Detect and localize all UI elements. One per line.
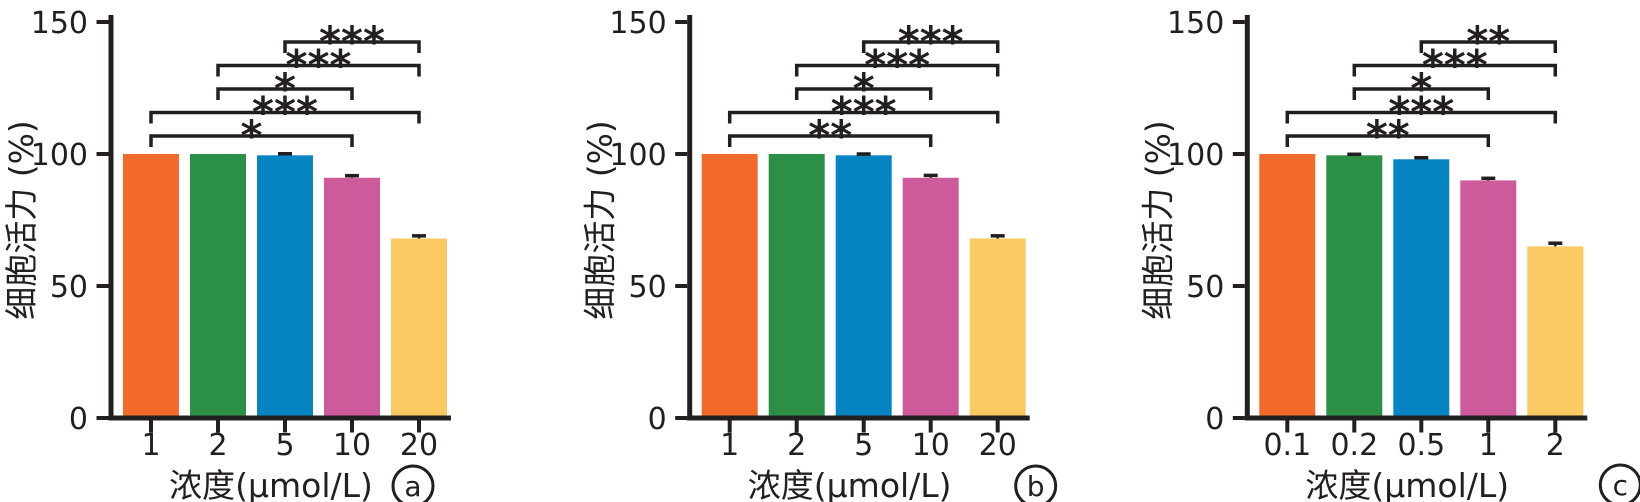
y-tick-label: 50 [1186,270,1224,305]
y-tick-label: 100 [609,138,666,173]
significance-bracket [861,40,1000,53]
panel-letter-circle [1598,463,1640,502]
significance-bracket [1352,63,1558,77]
significance-label: ** [1466,17,1510,66]
y-tick-label: 100 [1167,138,1224,173]
y-tick-label: 0 [1205,402,1224,437]
x-tick-label: 2 [787,428,806,463]
bar-1 [701,154,758,419]
panel-letter: b [1027,470,1045,502]
significance-bracket [727,134,933,147]
significance-bracket [1285,110,1558,124]
bar-1 [123,154,179,419]
panel-letter-circle [1014,464,1058,502]
significance-label: * [853,64,875,113]
bar-10 [324,177,380,419]
significance-bracket [794,87,933,100]
y-tick-label: 50 [629,270,667,305]
significance-label: *** [898,17,964,66]
x-tick-label: 10 [912,428,950,463]
bar-2 [190,154,246,419]
significance-bracket [1352,87,1491,100]
y-axis-title: 细胞活力 (%) [581,120,620,320]
panel-letter: a [404,470,421,502]
significance-label: * [274,64,296,113]
significance-bracket [283,40,421,53]
significance-label: *** [319,17,385,66]
bar-20 [969,238,1026,419]
significance-label: *** [286,41,352,90]
y-tick-label: 0 [648,402,667,437]
significance-bracket [216,87,354,100]
significance-bracket [794,63,1000,77]
significance-bracket [149,134,354,147]
x-axis-title: 浓度(μmol/L) [1305,466,1509,502]
significance-label: *** [1388,88,1454,137]
x-tick-label: 0.2 [1330,428,1378,463]
bar-0.5 [1393,159,1450,419]
panel-letter-circle [391,464,435,502]
bar-0.1 [1259,154,1316,419]
y-tick-label: 100 [31,138,88,173]
y-tick-label: 150 [31,6,88,41]
bar-2 [768,154,825,419]
significance-label: * [241,111,263,160]
x-tick-label: 20 [400,428,438,463]
bar-5 [835,155,892,419]
bar-2 [1527,246,1584,419]
bar-1 [1460,180,1517,419]
significance-bracket [149,110,421,124]
x-axis-title: 浓度(μmol/L) [748,466,952,502]
x-tick-label: 1 [1479,428,1498,463]
bar-5 [257,155,313,419]
x-tick-label: 20 [979,428,1017,463]
y-tick-label: 150 [609,6,666,41]
significance-label: ** [808,111,852,160]
x-tick-label: 5 [275,428,294,463]
significance-label: *** [252,88,318,137]
significance-label: * [1410,64,1432,113]
y-axis-title: 细胞活力 (%) [1138,120,1177,320]
bar-10 [902,177,959,419]
y-tick-label: 50 [50,270,88,305]
x-tick-label: 0.5 [1397,428,1445,463]
significance-label: *** [864,41,930,90]
x-tick-label: 1 [720,428,739,463]
y-tick-label: 150 [1167,6,1224,41]
panel-letter: c [1613,469,1628,502]
bar-20 [391,238,447,419]
y-axis-title: 细胞活力 (%) [2,120,41,320]
significance-label: *** [1422,41,1488,90]
bar-0.2 [1326,155,1383,419]
x-tick-label: 1 [141,428,160,463]
x-tick-label: 2 [1546,428,1565,463]
significance-bracket [1419,40,1558,53]
significance-bracket [216,63,421,77]
significance-label: ** [1366,111,1410,160]
x-axis-title: 浓度(μmol/L) [169,466,373,502]
significance-label: *** [831,88,897,137]
x-tick-label: 10 [333,428,371,463]
y-tick-label: 0 [69,402,88,437]
x-tick-label: 0.1 [1263,428,1311,463]
significance-bracket [1285,134,1491,147]
x-tick-label: 5 [854,428,873,463]
x-tick-label: 2 [208,428,227,463]
significance-bracket [727,110,1000,124]
